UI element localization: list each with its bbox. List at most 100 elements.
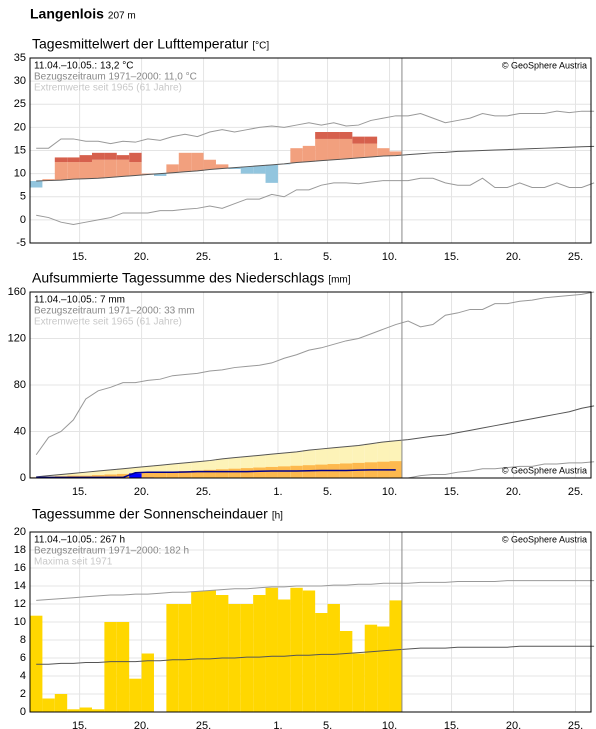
x-tick-label: 20. xyxy=(134,486,149,498)
y-tick-label: 5 xyxy=(20,191,26,203)
temperature-bar xyxy=(377,148,390,157)
values-line xyxy=(36,469,396,479)
sunshine-bar xyxy=(290,587,303,712)
sunshine-bar xyxy=(166,604,179,712)
temperature-bar xyxy=(290,148,303,163)
y-tick-label: 2 xyxy=(20,688,26,700)
y-tick-label: 0 xyxy=(20,214,26,226)
y-tick-label: 25 xyxy=(14,98,26,110)
x-tick-label: 1. xyxy=(273,720,282,729)
y-tick-label: 10 xyxy=(14,616,26,628)
x-tick-label: 20. xyxy=(506,251,521,263)
y-tick-label: 8 xyxy=(20,634,26,646)
x-tick-label: 10. xyxy=(382,720,397,729)
temperature-bar xyxy=(265,164,278,183)
plot-frame xyxy=(29,57,592,244)
temperature-peak xyxy=(67,157,80,163)
band-fill xyxy=(178,471,192,478)
temperature-bar xyxy=(104,159,117,178)
temperature-bar xyxy=(203,159,216,170)
temperature-bar xyxy=(389,151,402,156)
x-tick-label: 25. xyxy=(196,720,211,729)
temperature-peak xyxy=(54,157,68,163)
reference-line xyxy=(36,645,595,665)
panel: Tagessumme der Sonnenscheindauer [h]20181… xyxy=(14,506,595,729)
x-tick-label: 25. xyxy=(568,251,583,263)
x-tick-label: 25. xyxy=(568,720,583,729)
x-tick-label: 15. xyxy=(444,251,459,263)
band-fill xyxy=(228,468,241,478)
band-fill xyxy=(240,468,254,478)
y-tick-label: 0 xyxy=(20,472,26,484)
sunshine-bar xyxy=(178,604,192,712)
reference-line xyxy=(36,405,595,478)
panel-title: Aufsummierte Tagessumme des Niederschlag… xyxy=(32,270,324,286)
band-fill xyxy=(191,470,204,478)
x-tick-label: 15. xyxy=(444,486,459,498)
info-text: 11.04.–10.05.: 13,2 °C xyxy=(34,61,133,72)
y-tick-label: -5 xyxy=(16,237,26,249)
band-fill xyxy=(203,469,216,478)
info-text: 11.04.–10.05.: 267 h xyxy=(34,535,125,546)
temperature-bar xyxy=(79,162,92,179)
panel-title: Tagesmittelwert der Lufttemperatur xyxy=(32,36,249,52)
temperature-bar xyxy=(54,162,68,181)
reference-fill xyxy=(91,471,105,478)
sunshine-bar xyxy=(104,622,117,712)
x-tick-label: 10. xyxy=(382,251,397,263)
temperature-peak xyxy=(339,132,353,139)
temperature-bar xyxy=(116,159,130,177)
sunshine-bar xyxy=(253,595,266,712)
band-fill xyxy=(253,467,266,478)
panel-title: Tagessumme der Sonnenscheindauer xyxy=(32,506,268,522)
y-tick-label: 35 xyxy=(14,52,26,64)
sunshine-bar xyxy=(67,709,80,712)
y-tick-label: 20 xyxy=(14,526,26,538)
temperature-bar xyxy=(302,145,316,162)
y-tick-label: 80 xyxy=(14,379,26,391)
y-tick-label: 0 xyxy=(20,706,26,718)
credit: © GeoSphere Austria xyxy=(502,465,587,475)
band-fill xyxy=(91,475,105,478)
x-tick-label: 20. xyxy=(134,720,149,729)
temperature-bar xyxy=(327,138,340,160)
panel-unit: [h] xyxy=(272,511,283,522)
y-tick-label: 12 xyxy=(14,598,26,610)
band-fill xyxy=(153,472,167,478)
sunshine-bar xyxy=(302,590,316,712)
sunshine-bar xyxy=(327,604,340,712)
temperature-peak xyxy=(104,152,117,160)
y-tick-label: 6 xyxy=(20,652,26,664)
band-fill xyxy=(116,473,130,478)
info-text: Maxima seit 1971 xyxy=(34,557,113,568)
reference-fill xyxy=(104,469,117,478)
y-tick-label: 160 xyxy=(8,286,26,298)
reference-fill xyxy=(116,468,130,478)
temperature-peak xyxy=(315,132,328,139)
x-tick-label: 15. xyxy=(72,720,87,729)
reference-line xyxy=(36,145,595,182)
temperature-bar xyxy=(253,165,266,174)
x-tick-label: 10. xyxy=(382,486,397,498)
panel: Aufsummierte Tagessumme des Niederschlag… xyxy=(8,270,595,498)
sunshine-bar xyxy=(129,678,142,712)
sunshine-bar xyxy=(215,595,229,712)
sunshine-bar xyxy=(389,600,402,712)
y-tick-label: 20 xyxy=(14,121,26,133)
band-fill xyxy=(315,464,328,478)
y-tick-label: 18 xyxy=(14,544,26,556)
sunshine-bar xyxy=(191,591,204,712)
x-tick-label: 5. xyxy=(323,720,332,729)
band-fill xyxy=(265,466,278,478)
temperature-bar xyxy=(153,173,167,176)
reference-fill xyxy=(79,472,92,478)
temperature-bar xyxy=(339,138,353,159)
station-elevation: 207 m xyxy=(108,11,136,22)
temperature-bar xyxy=(215,164,229,169)
panel-unit: [mm] xyxy=(328,275,350,286)
plot-frame xyxy=(29,291,592,479)
x-tick-label: 5. xyxy=(323,486,332,498)
temperature-peak xyxy=(327,132,340,139)
x-tick-label: 1. xyxy=(273,251,282,263)
